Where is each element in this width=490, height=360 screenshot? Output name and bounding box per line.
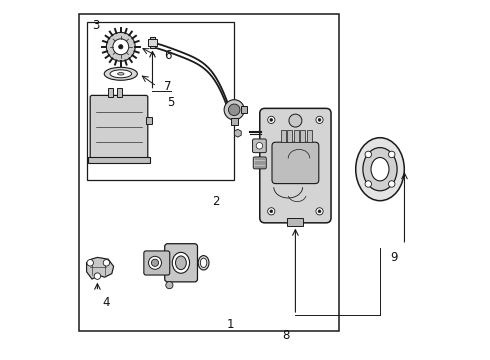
Circle shape — [268, 116, 275, 123]
Bar — [88, 157, 149, 163]
Circle shape — [151, 259, 159, 266]
Circle shape — [148, 256, 162, 269]
Bar — [231, 118, 238, 125]
Circle shape — [113, 39, 129, 55]
Text: 7: 7 — [164, 80, 171, 93]
Circle shape — [103, 260, 110, 266]
Ellipse shape — [200, 258, 207, 267]
Ellipse shape — [172, 252, 190, 273]
Text: 1: 1 — [227, 318, 234, 330]
Circle shape — [389, 181, 395, 187]
Text: 9: 9 — [391, 251, 398, 264]
FancyBboxPatch shape — [260, 108, 331, 223]
FancyBboxPatch shape — [165, 244, 197, 282]
Text: 6: 6 — [164, 49, 171, 62]
Bar — [241, 106, 247, 113]
Bar — [281, 130, 286, 142]
Circle shape — [270, 118, 273, 121]
Bar — [300, 130, 305, 142]
Bar — [288, 130, 292, 142]
Circle shape — [270, 210, 273, 213]
Ellipse shape — [363, 148, 397, 191]
Bar — [108, 88, 113, 97]
Circle shape — [87, 260, 94, 266]
Text: 4: 4 — [102, 296, 110, 309]
FancyBboxPatch shape — [272, 142, 319, 184]
Circle shape — [119, 45, 123, 49]
Ellipse shape — [118, 73, 124, 75]
Ellipse shape — [175, 256, 186, 270]
Circle shape — [166, 282, 173, 289]
Circle shape — [365, 151, 371, 158]
Circle shape — [318, 118, 321, 121]
Circle shape — [224, 100, 245, 120]
Circle shape — [389, 151, 395, 158]
Circle shape — [289, 114, 302, 127]
Bar — [87, 22, 234, 180]
Ellipse shape — [198, 256, 209, 270]
Bar — [294, 130, 298, 142]
Bar — [117, 88, 122, 97]
Circle shape — [94, 273, 100, 279]
Bar — [149, 37, 155, 48]
Ellipse shape — [356, 138, 404, 201]
Circle shape — [365, 181, 371, 187]
Circle shape — [268, 208, 275, 215]
Circle shape — [316, 208, 323, 215]
Text: 5: 5 — [168, 96, 175, 109]
Circle shape — [256, 143, 263, 149]
Bar — [79, 14, 339, 331]
Bar — [146, 117, 152, 124]
Bar — [288, 218, 303, 226]
Text: 8: 8 — [283, 329, 290, 342]
Ellipse shape — [371, 158, 389, 181]
Ellipse shape — [104, 67, 137, 80]
Bar — [307, 130, 312, 142]
Bar — [148, 39, 157, 46]
FancyBboxPatch shape — [90, 95, 148, 158]
Polygon shape — [87, 257, 114, 279]
Circle shape — [318, 210, 321, 213]
FancyBboxPatch shape — [144, 251, 170, 275]
Circle shape — [106, 32, 135, 61]
Text: 3: 3 — [92, 19, 99, 32]
Circle shape — [228, 104, 240, 116]
Ellipse shape — [110, 70, 132, 78]
FancyBboxPatch shape — [253, 157, 266, 169]
FancyBboxPatch shape — [252, 139, 266, 153]
Text: 2: 2 — [213, 195, 220, 208]
Circle shape — [316, 116, 323, 123]
